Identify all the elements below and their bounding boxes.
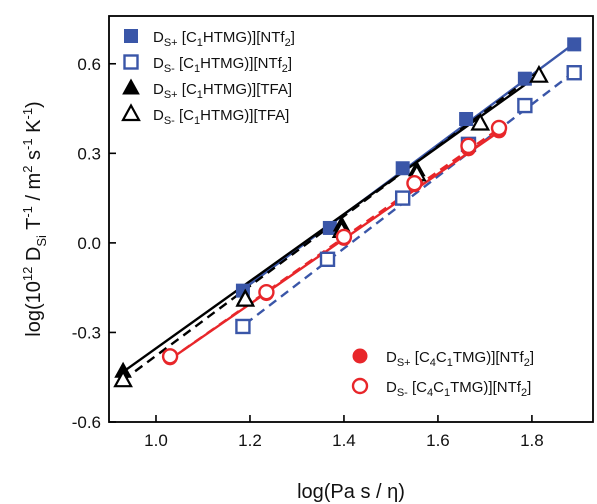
data-point-series-3-4 (470, 112, 491, 131)
y-tick-label: 0.6 (77, 55, 101, 74)
legend-marker (122, 78, 140, 95)
data-point-series-0-1 (322, 220, 337, 235)
data-point-series-1-4 (517, 97, 533, 114)
data-point-series-0-2 (395, 161, 410, 176)
y-tick-label: -0.3 (72, 323, 101, 342)
legend-marker (352, 348, 368, 364)
data-point-series-5-2 (335, 228, 353, 246)
data-point-series-1-0 (235, 318, 251, 335)
legend-marker (351, 377, 369, 395)
x-tick-label: 1.6 (426, 431, 450, 450)
data-point-series-3-1 (235, 288, 256, 307)
y-axis-label: log(1012 DSi T-1 / m2 s-1 K-1) (20, 101, 49, 336)
y-tick-label: 0.3 (77, 144, 101, 163)
data-point-series-5-5 (490, 119, 508, 137)
data-point-series-0-5 (567, 37, 582, 52)
legend-label: DS- [C1HTMG)][NTf2] (153, 55, 292, 75)
legend-bottom-right: DS+ [C4C1TMG)][NTf2] DS- [C4C1TMG)][NTf2] (351, 348, 534, 399)
data-point-series-3-0 (113, 369, 133, 388)
plot-frame (108, 15, 594, 423)
y-axis-ticks: -0.6 -0.3 0.0 0.3 0.6 (72, 55, 116, 432)
x-axis-ticks: 1.0 1.2 1.4 1.6 1.8 (144, 415, 544, 450)
legend-marker (121, 103, 141, 122)
legend-label: DS- [C4C1TMG)][NTf2] (386, 379, 531, 399)
legend-label: DS- [C1HTMG)][TFA] (153, 107, 289, 127)
data-point-series-5-4 (460, 137, 477, 155)
data-point-series-1-1 (319, 251, 336, 268)
legend-marker (123, 54, 139, 70)
x-axis-label: log(Pa s / η) (297, 481, 405, 503)
legend-marker (124, 29, 138, 43)
data-point-series-5-1 (258, 283, 275, 301)
data-point-series-1-2 (394, 190, 411, 206)
y-tick-label: -0.6 (72, 413, 101, 432)
data-point-series-0-4 (517, 71, 532, 86)
data-point-series-3-5 (529, 64, 549, 83)
legend-top-left: DS+ [C1HTMG)][NTf2] DS- [C1HTMG)][NTf2] DS… (121, 29, 295, 127)
data-markers (113, 37, 582, 388)
fit-line-series-1 (244, 70, 575, 326)
data-point-series-1-5 (566, 65, 582, 81)
fit-line-series-5 (169, 126, 503, 361)
x-tick-label: 1.2 (238, 431, 262, 450)
x-tick-label: 1.0 (144, 431, 168, 450)
legend-label: DS+ [C1HTMG)][TFA] (153, 81, 292, 101)
y-tick-label: 0.0 (77, 234, 101, 253)
x-tick-label: 1.8 (520, 431, 544, 450)
legend-label: DS+ [C4C1TMG)][NTf2] (386, 349, 534, 369)
x-tick-label: 1.4 (332, 431, 356, 450)
data-point-series-5-3 (406, 174, 423, 192)
data-point-series-5-0 (161, 348, 179, 365)
data-point-series-0-3 (459, 111, 474, 126)
legend-label: DS+ [C1HTMG)][NTf2] (153, 29, 295, 49)
